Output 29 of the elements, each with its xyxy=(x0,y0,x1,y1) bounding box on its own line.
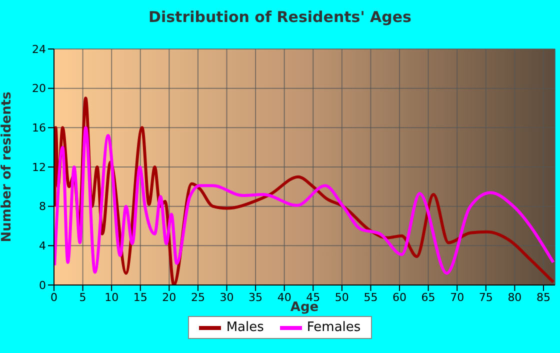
x-tick-label: 35 xyxy=(248,290,263,304)
x-tick-label: 55 xyxy=(364,290,378,304)
y-tick-label: 24 xyxy=(32,42,46,56)
x-tick-label: 40 xyxy=(277,290,292,304)
y-tick-label: 16 xyxy=(32,122,46,135)
x-tick-label: 60 xyxy=(392,290,407,304)
x-tick-label: 30 xyxy=(220,290,234,304)
chart-title: Distribution of Residents' Ages xyxy=(148,8,412,26)
legend-label: Females xyxy=(306,320,361,335)
y-tick-label: 8 xyxy=(39,200,46,214)
x-tick-label: 20 xyxy=(162,290,176,304)
x-tick-label: 10 xyxy=(104,290,119,304)
x-tick-label: 65 xyxy=(421,290,436,304)
y-axis-title: Number of residents xyxy=(0,91,15,242)
y-tick-label: 12 xyxy=(32,160,46,174)
x-tick-label: 70 xyxy=(450,290,464,304)
x-tick-label: 15 xyxy=(133,290,148,304)
x-tick-label: 0 xyxy=(50,290,58,304)
y-tick-label: 4 xyxy=(39,240,46,253)
x-tick-label: 80 xyxy=(508,290,522,304)
x-tick-label: 25 xyxy=(190,290,205,304)
line-series xyxy=(54,126,555,275)
x-tick-label: 85 xyxy=(536,290,550,304)
x-tick-label: 5 xyxy=(79,290,86,304)
legend-label: Males xyxy=(226,320,264,335)
y-tick-label: 0 xyxy=(39,278,46,292)
x-tick-label: 50 xyxy=(334,290,349,304)
x-tick-label: 75 xyxy=(478,290,493,304)
y-tick-label: 20 xyxy=(32,82,46,96)
